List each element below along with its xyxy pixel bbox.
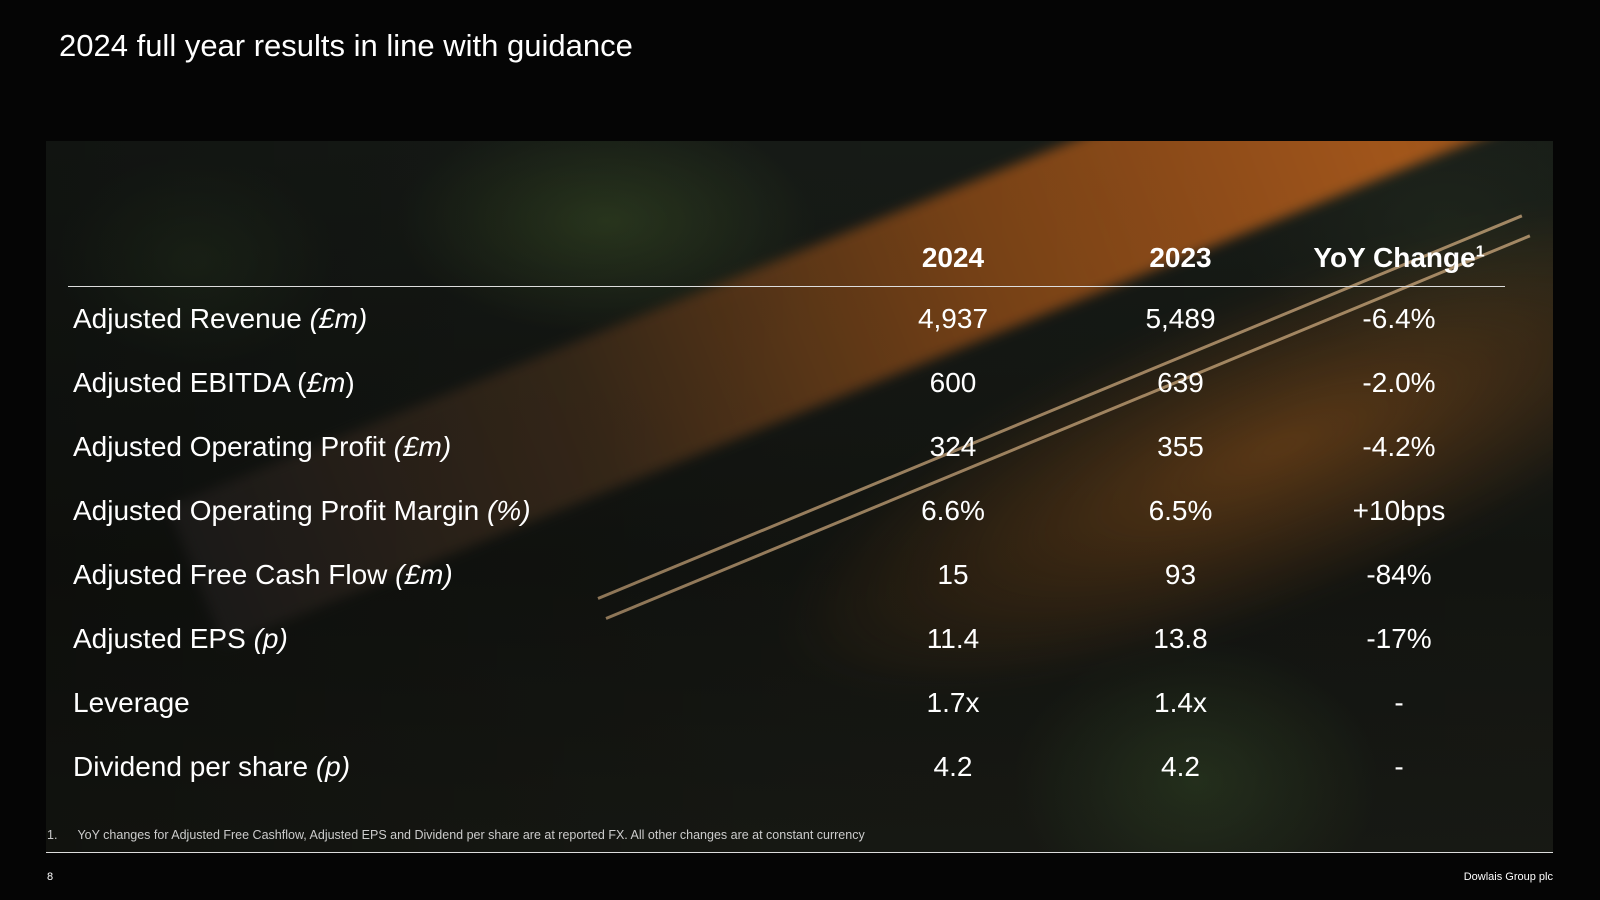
value-yoy: +10bps [1352,495,1446,526]
slide-title: 2024 full year results in line with guid… [59,28,633,63]
row-label: Dividend per share (p) [73,751,351,782]
row-label: Adjusted EPS (p) [73,623,288,654]
row-label: Adjusted Operating Profit (£m) [73,431,452,462]
value-2023: 6.5% [1148,495,1213,526]
value-2023: 1.4x [1154,687,1207,718]
value-2023: 639 [1157,367,1204,398]
col-yoy: YoY Change1 [1293,230,1505,287]
table-row: Adjusted EPS (p) 11.4 13.8 -17% [68,607,1505,671]
company-name: Dowlais Group plc [1463,871,1553,883]
value-yoy: - [1394,687,1404,718]
table-row: Adjusted Free Cash Flow (£m) 15 93 -84% [68,543,1505,607]
value-2024: 6.6% [921,495,985,526]
value-2023: 355 [1157,431,1204,462]
value-yoy: -4.2% [1362,431,1436,462]
value-2024: 15 [937,559,969,590]
table-row: Adjusted EBITDA (£m) 600 639 -2.0% [68,351,1505,415]
value-yoy: -84% [1366,559,1432,590]
footer-divider [46,852,1553,853]
results-table: 2024 2023 YoY Change1 Adjusted Revenue (… [68,230,1505,799]
value-2024: 600 [929,367,977,398]
value-2024: 4.2 [933,751,973,782]
table-header-row: 2024 2023 YoY Change1 [68,230,1505,287]
col-2024: 2024 [838,230,1068,287]
value-2023: 93 [1164,559,1197,590]
table-row: Adjusted Operating Profit Margin (%) 6.6… [68,479,1505,543]
table-row: Adjusted Operating Profit (£m) 324 355 -… [68,415,1505,479]
row-label: Adjusted Revenue (£m) [73,303,368,334]
value-2024: 1.7x [926,687,980,718]
row-label: Leverage [73,687,190,718]
value-yoy: - [1394,751,1404,782]
value-2024: 4,937 [917,303,989,334]
page-number: 8 [47,871,54,883]
value-yoy: -6.4% [1362,303,1436,334]
value-2023: 4.2 [1161,751,1200,782]
value-2023: 5,489 [1145,303,1216,334]
col-2023: 2023 [1068,230,1293,287]
value-yoy: -17% [1366,623,1432,654]
row-label: Adjusted Operating Profit Margin (%) [73,495,531,526]
table-row: Dividend per share (p) 4.2 4.2 - [68,735,1505,799]
row-label: Adjusted Free Cash Flow (£m) [73,559,453,590]
row-label: Adjusted EBITDA (£m) [73,367,355,398]
value-2024: 11.4 [926,623,980,654]
value-yoy: -2.0% [1362,367,1436,398]
table-row: Leverage 1.7x 1.4x - [68,671,1505,735]
footnote: 1. YoY changes for Adjusted Free Cashflow… [47,828,865,842]
value-2023: 13.8 [1153,623,1208,654]
value-2024: 324 [929,431,977,462]
table-row: Adjusted Revenue (£m) 4,937 5,489 -6.4% [68,287,1505,352]
